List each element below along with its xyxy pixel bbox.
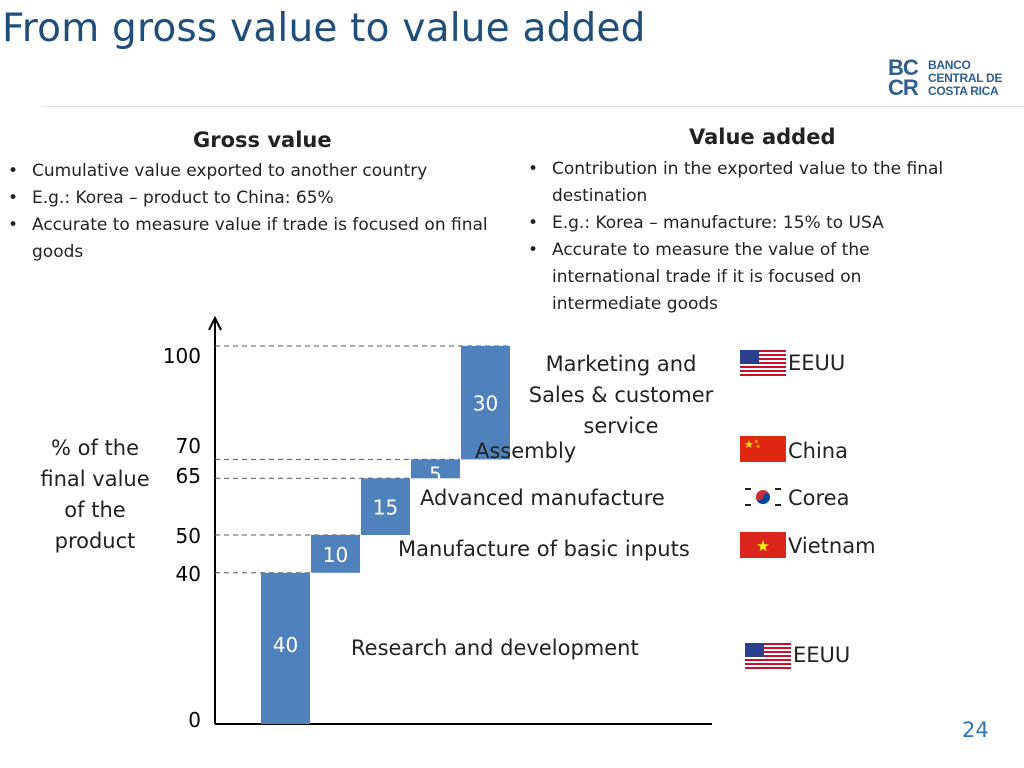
page-number: 24 [962, 718, 989, 742]
y-tick-label: 100 [163, 344, 201, 368]
bar [261, 572, 310, 724]
bullet-item: Contribution in the exported value to th… [520, 156, 992, 210]
logo-text: BANCO CENTRAL DE COSTA RICA [928, 58, 1003, 98]
bar-value-label: 40 [273, 633, 298, 657]
bullet-item: E.g.: Korea – manufacture: 15% to USA [520, 210, 1000, 237]
china-flag-icon: ★ ★ ★ [740, 436, 786, 466]
value-added-bullets: Contribution in the exported value to th… [520, 156, 1000, 318]
vietnam-flag-icon: ★ [740, 532, 786, 562]
gross-value-heading: Gross value [193, 128, 332, 152]
stage-label: Marketing and Sales & customer service [528, 352, 714, 438]
bar-value-label: 15 [373, 496, 398, 520]
value-added-heading: Value added [689, 125, 836, 149]
y-tick-label: 65 [176, 464, 201, 488]
y-tick-label: 70 [176, 434, 201, 458]
stage-label: Advanced manufacture [420, 486, 665, 510]
y-axis-label: % of the final value of the product [40, 436, 150, 553]
logo-mark: BC CR [888, 55, 919, 100]
svg-text:★: ★ [756, 444, 761, 450]
bccr-logo: BC CR BANCO CENTRAL DE COSTA RICA [888, 55, 1018, 104]
bar-value-label: 10 [323, 543, 348, 567]
country-label: China [788, 439, 848, 463]
svg-text:★: ★ [754, 439, 759, 445]
title-divider [42, 106, 1024, 107]
y-axis-arrow [208, 315, 222, 331]
bullet-item: Accurate to measure the value of the int… [520, 237, 932, 318]
bullet-item: Accurate to measure value if trade is fo… [0, 212, 502, 266]
stage-label: Manufacture of basic inputs [398, 537, 690, 561]
y-tick-label: 50 [176, 524, 201, 548]
bullet-item: E.g.: Korea – product to China: 65% [0, 185, 500, 212]
bar [311, 535, 360, 573]
y-tick-label: 0 [188, 708, 201, 732]
country-label: Vietnam [788, 534, 876, 558]
gross-value-bullets: Cumulative value exported to another cou… [0, 158, 500, 266]
svg-text:★: ★ [756, 537, 769, 555]
slide-title: From gross value to value added [2, 6, 646, 51]
bar-value-label: 5 [429, 462, 442, 486]
bar [361, 478, 410, 535]
stage-label: Assembly [475, 439, 577, 463]
country-label: Corea [788, 486, 850, 510]
bar [411, 459, 460, 479]
y-tick-label: 40 [176, 562, 201, 586]
svg-text:★: ★ [744, 438, 754, 451]
korea-flag-icon [740, 484, 786, 514]
country-label: EEUU [788, 351, 846, 375]
country-label: EEUU [793, 643, 851, 667]
bar [461, 346, 510, 460]
us-flag-icon [740, 350, 786, 380]
bar-value-label: 30 [473, 392, 498, 416]
us-flag-icon [745, 643, 791, 673]
stage-label: Research and development [351, 636, 639, 660]
bullet-item: Cumulative value exported to another cou… [0, 158, 500, 185]
